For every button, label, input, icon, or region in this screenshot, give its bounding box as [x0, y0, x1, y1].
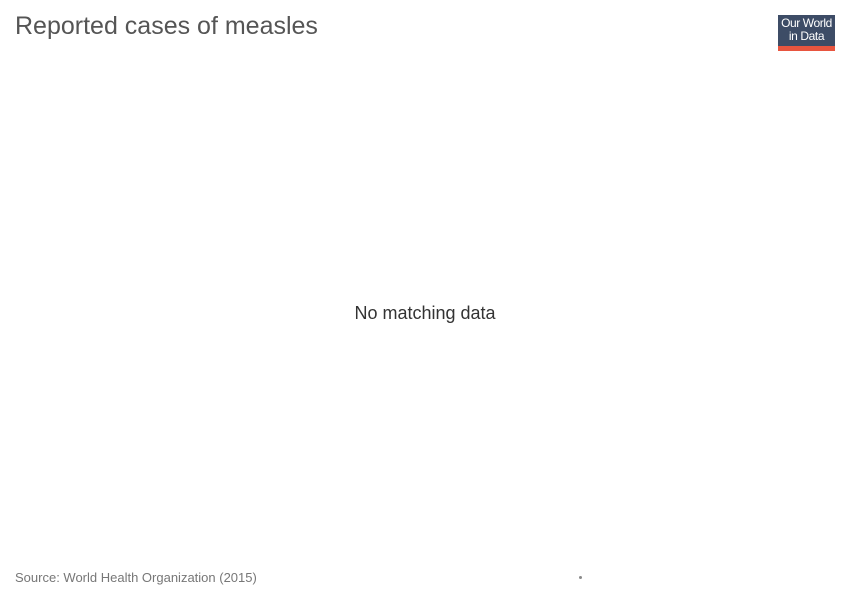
logo-accent-bar: [778, 46, 835, 51]
logo-text-line2: in Data: [788, 29, 825, 43]
logo-box: Our World in Data: [778, 15, 835, 46]
owid-logo[interactable]: Our World in Data: [778, 15, 835, 51]
source-note: Source: World Health Organization (2015): [15, 570, 257, 585]
no-data-message: No matching data: [354, 303, 496, 323]
logo-text-line1: Our World: [781, 16, 832, 30]
chart-title: Reported cases of measles: [15, 12, 318, 40]
footer-dot-icon: [579, 576, 582, 579]
